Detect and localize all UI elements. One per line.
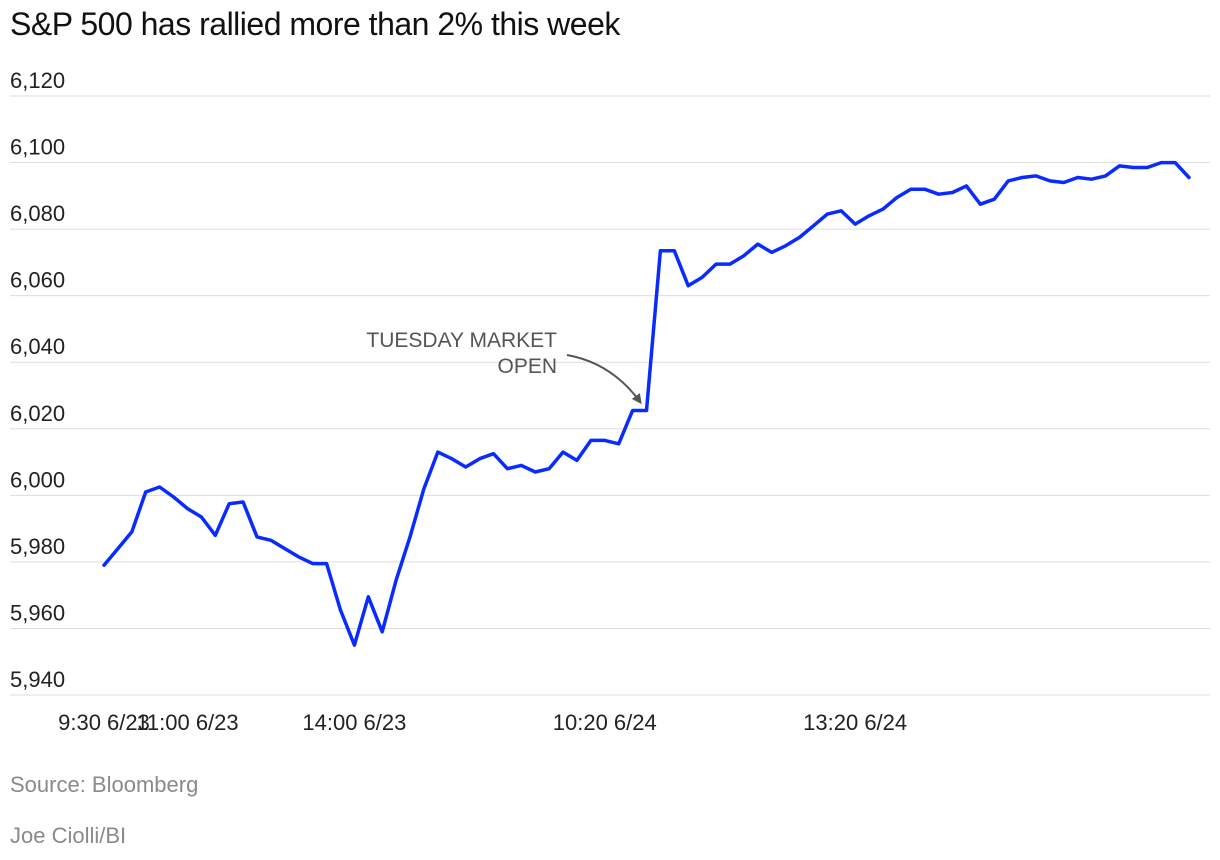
y-tick-label: 5,980 — [10, 534, 65, 559]
x-tick-label: 14:00 6/23 — [302, 710, 406, 735]
annotation-arrow — [566, 354, 642, 405]
chart-title: S&P 500 has rallied more than 2% this we… — [10, 6, 620, 42]
x-tick-label: 11:00 6/23 — [136, 710, 238, 735]
y-tick-label: 6,040 — [10, 334, 65, 359]
y-tick-label: 5,960 — [10, 600, 65, 625]
y-tick-label: 6,120 — [10, 68, 65, 93]
series-line-group — [102, 160, 1191, 647]
annotation-group: TUESDAY MARKET OPEN — [366, 329, 642, 405]
y-tick-label: 6,060 — [10, 268, 65, 293]
x-tick-label: 9:30 6/23 — [58, 710, 150, 735]
y-tick-label: 6,000 — [10, 467, 65, 492]
y-tick-label: 6,020 — [10, 401, 65, 426]
annotation-label: TUESDAY MARKET — [366, 329, 557, 352]
source-note: Source: Bloomberg — [10, 772, 199, 797]
annotation-label: OPEN — [497, 355, 557, 378]
y-tick-label: 5,940 — [10, 667, 65, 692]
credit-note: Joe Ciolli/BI — [10, 823, 127, 848]
y-tick-label: 6,080 — [10, 201, 65, 226]
gridlines — [10, 95, 1210, 696]
y-tick-label: 6,100 — [10, 135, 65, 160]
series-line — [102, 160, 1191, 647]
x-tick-label: 10:20 6/24 — [553, 710, 657, 735]
x-tick-label: 13:20 6/24 — [803, 710, 907, 735]
y-axis-ticks: 5,940 5,960 5,980 6,000 6,020 6,040 6,060 6,080… — [10, 68, 65, 692]
